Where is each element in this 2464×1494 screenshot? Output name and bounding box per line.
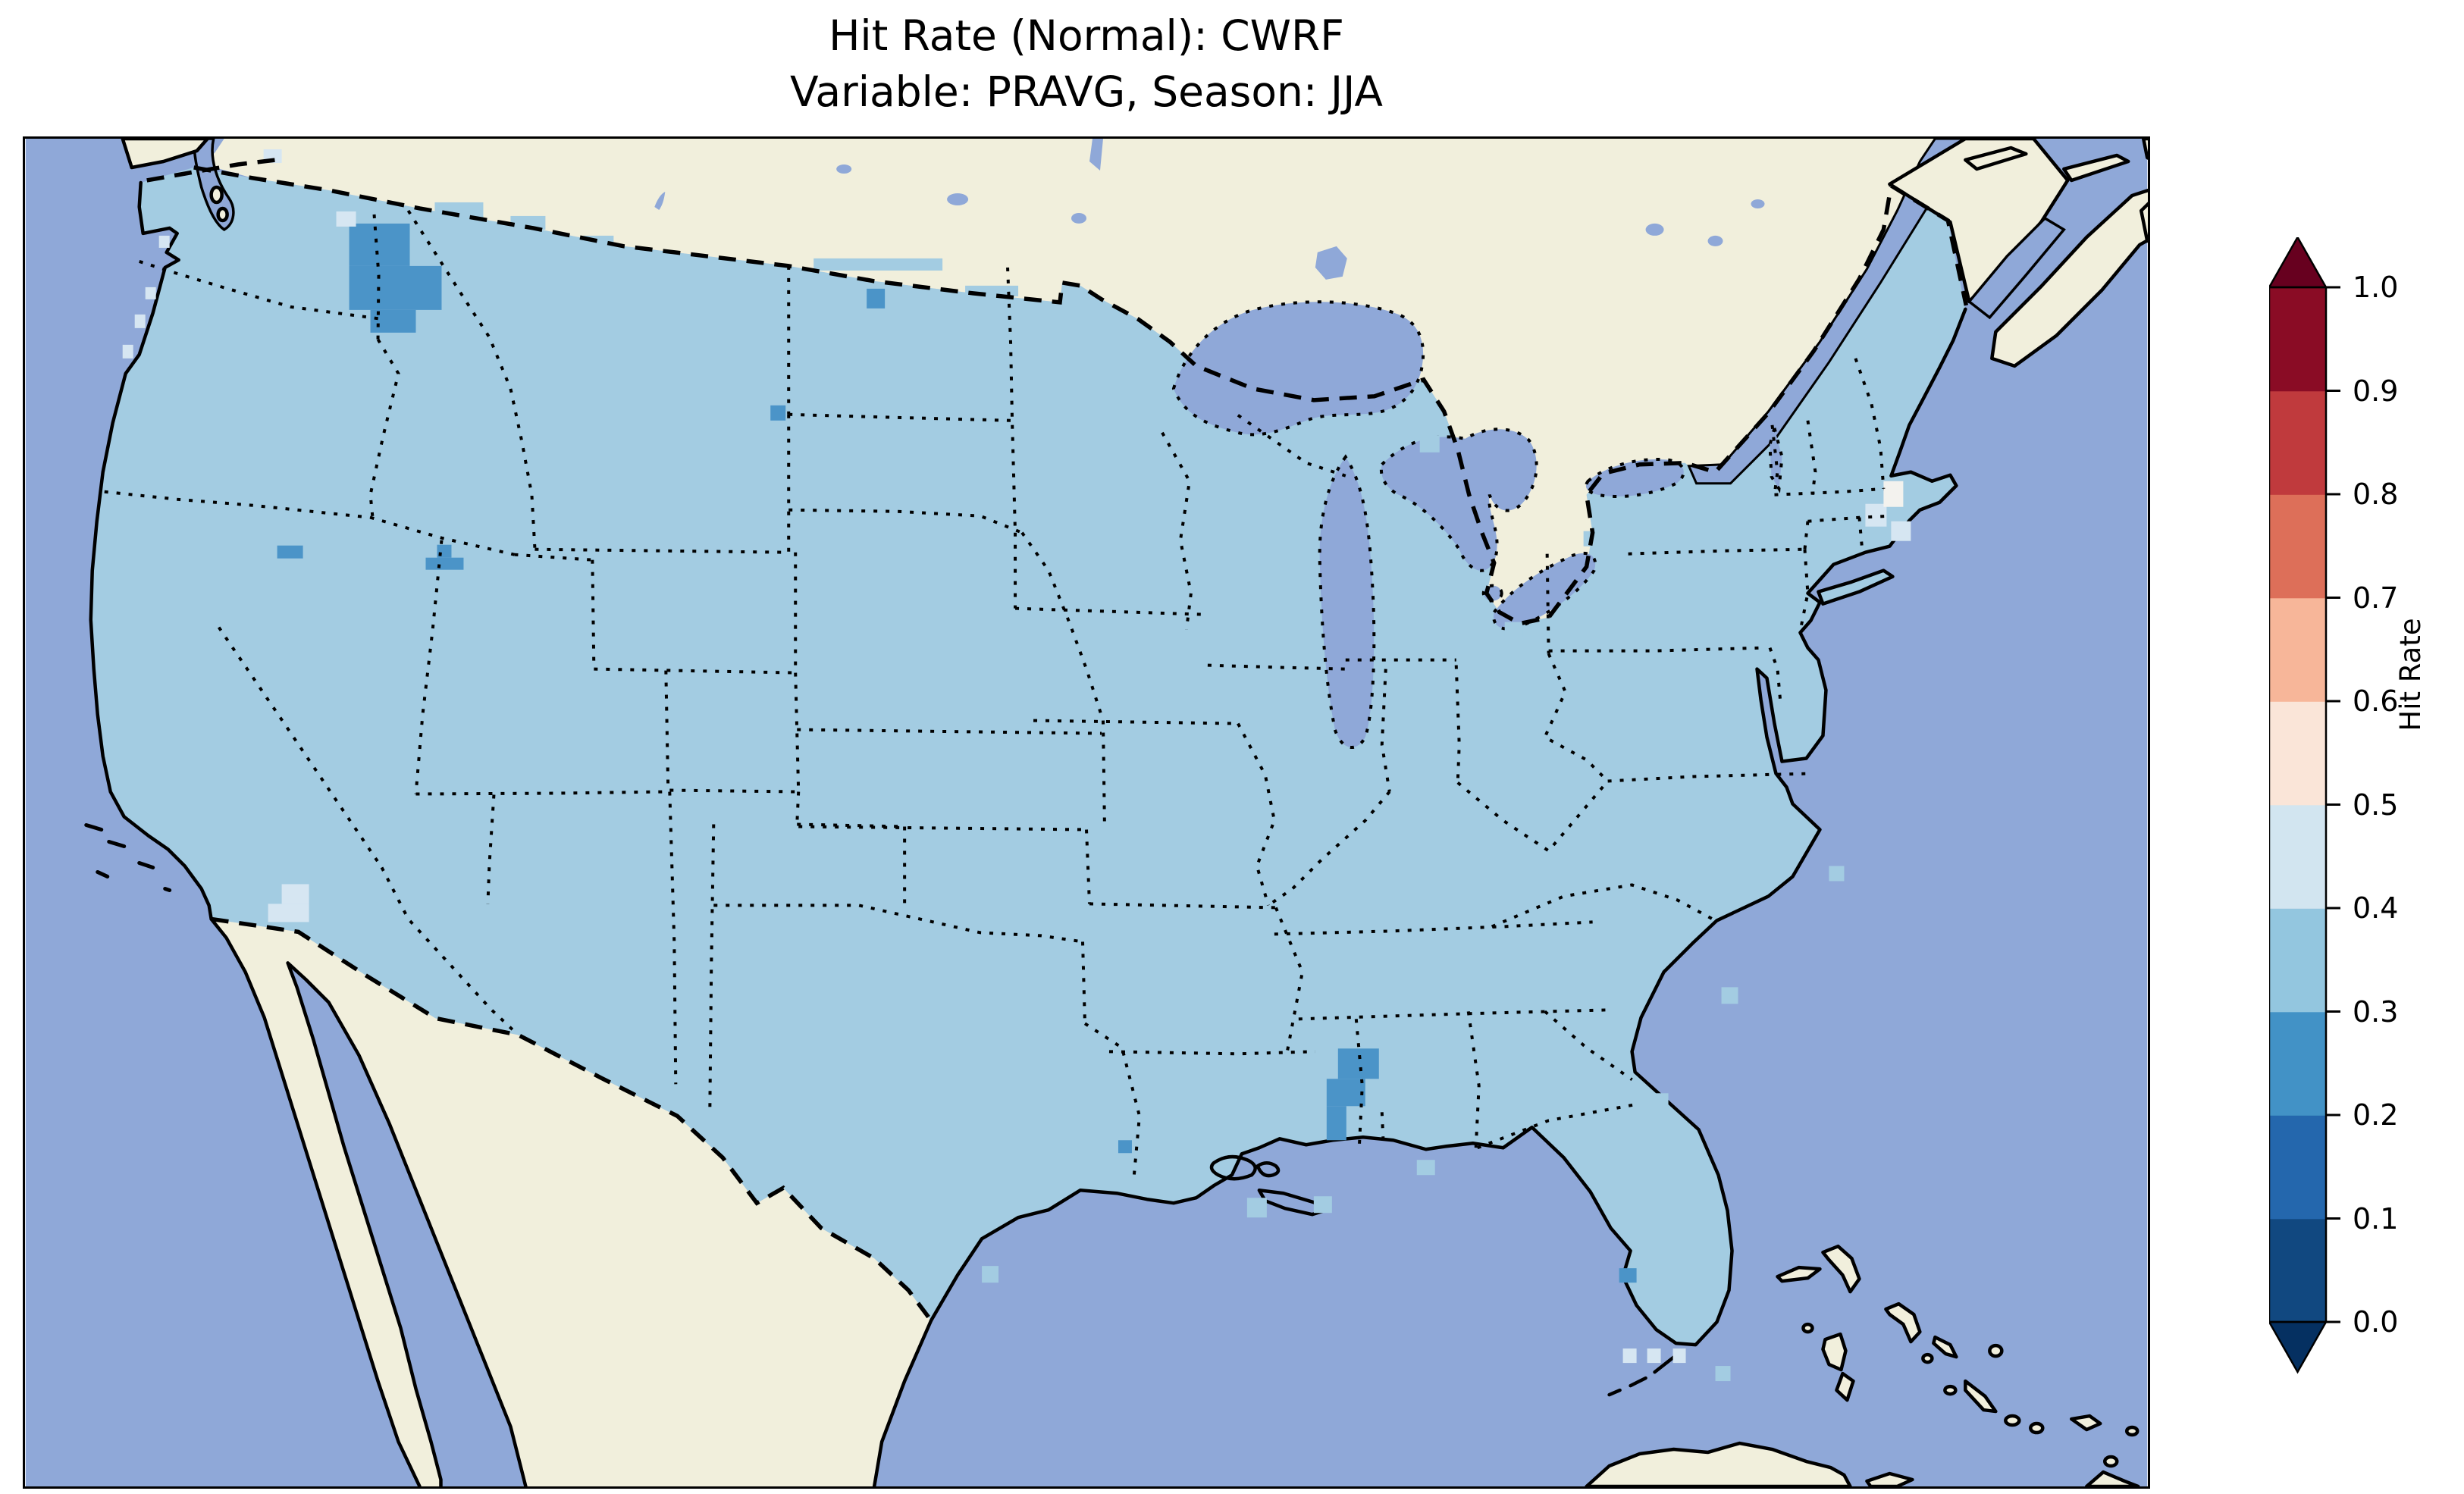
hit-rate-cell-0.3-0.4: [982, 1266, 999, 1283]
inagua: [2070, 1414, 2102, 1432]
hit-rate-cell-0.3-0.4: [1504, 622, 1523, 637]
mexico-coastline: [209, 917, 933, 1486]
hit-rate-cell-0.4-0.5: [122, 344, 133, 359]
colorbar-tick-label: 0.4: [2353, 891, 2399, 925]
colorbar-tick-label: 0.8: [2353, 478, 2399, 511]
colorbar-tick-label: 0.6: [2353, 684, 2399, 718]
colorbar-axis-label: Hit Rate: [2394, 618, 2427, 731]
mexico-land: [211, 919, 932, 1486]
hit-rate-cell-0.3-0.4: [510, 215, 546, 230]
hit-rate-cell-0.3-0.4: [1416, 1160, 1435, 1176]
hit-rate-cell-0.4-0.5: [1622, 1348, 1637, 1364]
colorbar-tick-label: 0.9: [2353, 374, 2399, 408]
colorbar-tick-label: 0.2: [2353, 1098, 2399, 1132]
lake-champlain: [1768, 422, 1784, 493]
hit-rate-cell-0.2-0.3: [770, 405, 786, 421]
hit-rate-cell-0.2-0.3: [1118, 1140, 1132, 1154]
colorbar-arrow-bottom: [2267, 1320, 2328, 1374]
lake-pontchartrain: [1209, 1154, 1281, 1181]
andros: [1821, 1332, 1848, 1372]
colorbar-tick-label: 0.7: [2353, 581, 2399, 615]
abaco: [1821, 1244, 1861, 1294]
great-lakes: [1171, 300, 1784, 749]
title-line-1: Hit Rate (Normal): CWRF: [829, 11, 1344, 60]
hit-rate-cell-0.5-0.6: [1883, 481, 1904, 507]
colorbar-tick-label: 0.0: [2353, 1305, 2399, 1339]
hit-rate-cell-0.2-0.3: [425, 557, 464, 570]
hit-rate-cell-0.3-0.4: [1721, 987, 1738, 1004]
lake-ontario: [1585, 458, 1685, 499]
lake-superior: [1171, 300, 1425, 437]
puget-sound: [121, 139, 235, 231]
colorbar-segments: [2269, 287, 2326, 1323]
channel-islands: [84, 822, 172, 892]
hit-rate-cell-0.4-0.5: [134, 314, 146, 328]
us-mexico-border: [211, 916, 933, 1322]
colorbar-tick-label: 0.5: [2353, 788, 2399, 822]
canada-small-lakes: [654, 139, 1765, 396]
hit-rate-cell-0.4-0.5: [1647, 1348, 1661, 1364]
lake-huron: [1379, 428, 1538, 572]
colorbar-tickmarks: [2326, 286, 2340, 1323]
colorbar: [2267, 235, 2345, 1374]
hit-rate-cell-0.4-0.5: [336, 211, 356, 227]
hit-rate-cell-0.2-0.3: [1337, 1048, 1379, 1079]
hit-rate-cell-0.2-0.3: [277, 545, 303, 559]
nova-scotia: [1990, 188, 2148, 368]
hit-rate-cell-0.2-0.3: [1326, 1079, 1365, 1107]
hit-rate-cell-0.2-0.3: [867, 288, 886, 309]
figure-title: Hit Rate (Normal): CWRF Variable: PRAVG,…: [25, 8, 2148, 120]
hit-rate-cell-0.2-0.3: [349, 265, 442, 310]
cat-island: [1932, 1335, 1958, 1359]
eleuthera: [1884, 1301, 1922, 1344]
florida-keys: [1607, 1353, 1678, 1397]
hit-rate-cell-0.2-0.3: [349, 223, 410, 266]
us-canada-border: [146, 158, 276, 183]
anticosti-island: [1964, 146, 2028, 171]
hit-rate-cell-0.4-0.5: [281, 884, 309, 904]
long-island: [1817, 568, 1895, 606]
us-map: [25, 139, 2148, 1486]
grand-bahama: [1776, 1265, 1822, 1283]
hit-rate-cell-0.4-0.5: [145, 287, 156, 299]
bay-of-fundy: [1967, 216, 2066, 320]
title-line-2: Variable: PRAVG, Season: JJA: [790, 67, 1383, 116]
hit-rate-cell-0.4-0.5: [1672, 1348, 1686, 1364]
prince-edward-island: [2062, 153, 2130, 183]
map-axes: [23, 136, 2150, 1489]
hit-rate-cell-0.3-0.4: [1829, 866, 1845, 882]
hit-rate-cell-0.2-0.3: [1619, 1268, 1637, 1283]
colorbar-tick-label: 1.0: [2353, 271, 2399, 304]
hit-rate-cell-0.3-0.4: [1651, 1093, 1669, 1109]
hispaniola-tip: [2085, 1470, 2140, 1486]
caribbean: [1585, 1244, 2140, 1486]
hit-rate-cell-0.3-0.4: [1246, 1198, 1267, 1218]
hit-rate-cell-0.4-0.5: [268, 904, 309, 922]
cuba: [1585, 1441, 1852, 1486]
hit-rate-cell-0.3-0.4: [813, 258, 943, 271]
vancouver-island: [121, 139, 209, 170]
hit-rate-cell-0.3-0.4: [1419, 435, 1440, 453]
state-borders: [104, 209, 1892, 1183]
hit-rate-cell-0.3-0.4: [1715, 1366, 1731, 1382]
hit-rate-cell-0.2-0.3: [1326, 1106, 1346, 1141]
hit-rate-cell-0.4-0.5: [1891, 521, 1911, 541]
colorbar-tick-label: 0.3: [2353, 994, 2399, 1029]
long-island-bahamas: [1964, 1379, 1998, 1414]
national-borders: [146, 158, 1969, 1322]
colorbar-tick-label: 0.1: [2353, 1201, 2399, 1236]
colorbar-arrow-top: [2267, 235, 2328, 289]
cape-breton: [2139, 202, 2148, 243]
hit-rate-cell-0.4-0.5: [158, 235, 170, 248]
hit-rate-patches: [122, 149, 1911, 1382]
hit-rate-cell-0.3-0.4: [1313, 1196, 1332, 1214]
us-region: [90, 167, 1966, 1345]
maritimes: [1888, 139, 2148, 368]
lake-michigan: [1318, 454, 1376, 749]
newfoundland-corner: [2141, 139, 2148, 160]
